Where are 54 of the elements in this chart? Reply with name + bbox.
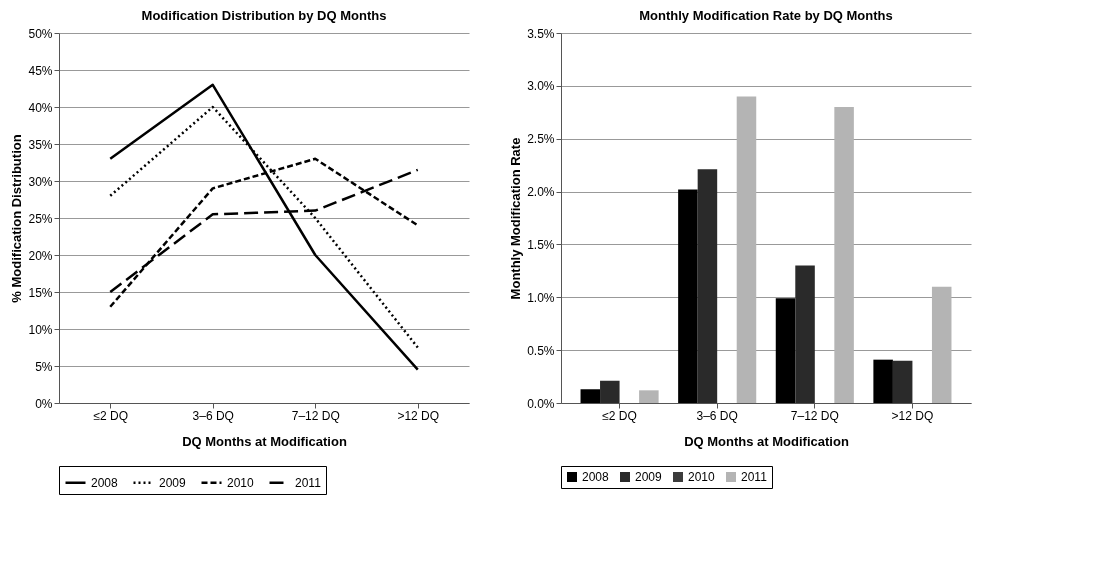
bar [580,389,601,403]
bar [736,96,757,403]
bar [892,360,913,403]
legend-label: 2010 [227,475,255,490]
legend-label: 2009 [159,475,187,490]
x-axis-title: DQ Months at Modification [684,433,849,449]
bar [873,359,893,403]
chart-title: Modification Distribution by DQ Months [141,8,387,23]
bar [931,286,952,403]
y-tick-label: 3.0% [527,79,555,94]
y-tick-label: 50% [28,26,53,41]
bar [639,390,659,403]
y-tick-label: 30% [28,174,53,189]
y-tick-label: 1.0% [527,290,555,305]
y-tick-label: 2.0% [527,185,555,200]
x-tick-label: >12 DQ [397,408,440,423]
y-tick-label: 0.5% [527,343,555,358]
bar [834,107,854,403]
line-series [109,83,419,371]
y-tick-label: 20% [28,248,53,263]
y-tick-label: 40% [28,100,53,115]
x-tick-label: 7–12 DQ [790,408,839,423]
x-tick-label: ≤2 DQ [602,408,637,423]
y-tick-label: 35% [28,137,53,152]
y-tick-label: 0.0% [527,396,555,411]
legend-label: 2011 [295,475,322,490]
legend-label: 2009 [635,470,663,484]
legend-label: 2011 [741,470,768,484]
y-tick-label: 0% [35,396,53,411]
x-axis-title: DQ Months at Modification [182,433,347,449]
y-tick-label: 5% [35,359,53,374]
y-axis-title: Monthly Modification Rate [508,137,524,300]
bar [600,380,620,403]
bar [775,298,796,403]
chart-title: Monthly Modification Rate by DQ Months [639,8,893,23]
x-tick-label: ≤2 DQ [93,408,129,423]
bar [795,265,815,403]
y-tick-label: 3.5% [527,26,555,41]
y-tick-label: 2.5% [527,132,555,147]
x-tick-label: 3–6 DQ [696,408,738,423]
bar [678,189,698,403]
x-tick-label: 7–12 DQ [291,408,340,423]
bar [697,169,718,403]
y-tick-label: 1.5% [527,237,555,252]
y-tick-label: 25% [28,211,53,226]
legend-label: 2010 [688,470,716,484]
y-tick-label: 10% [28,322,53,337]
legend-label: 2008 [91,475,119,490]
y-axis-title: % Modification Distribution [9,134,25,303]
y-tick-label: 45% [28,63,53,78]
x-tick-label: >12 DQ [891,408,934,423]
x-tick-label: 3–6 DQ [192,408,234,423]
y-tick-label: 15% [28,285,53,300]
legend-label: 2008 [582,470,610,484]
